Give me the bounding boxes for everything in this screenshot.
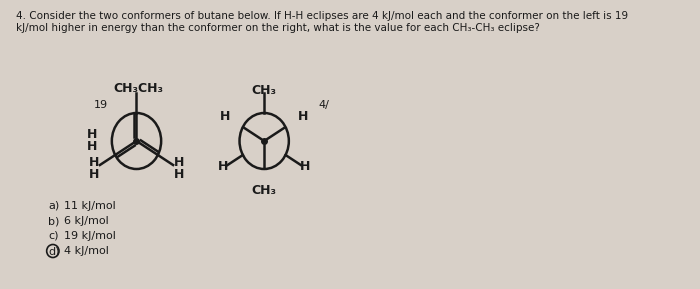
Text: H: H (89, 155, 99, 168)
Text: H: H (174, 168, 184, 181)
Text: H: H (220, 110, 230, 123)
Text: c): c) (48, 231, 59, 241)
Text: CH₃: CH₃ (252, 184, 276, 197)
Text: kJ/mol higher in energy than the conformer on the right, what is the value for e: kJ/mol higher in energy than the conform… (16, 23, 540, 33)
Text: a): a) (48, 201, 60, 211)
Text: b): b) (48, 216, 60, 226)
Text: 6 kJ/mol: 6 kJ/mol (64, 216, 109, 226)
Text: H: H (300, 160, 310, 173)
Text: d): d) (48, 246, 60, 256)
Text: H: H (89, 168, 99, 181)
Text: H: H (88, 140, 98, 153)
Text: CH₃CH₃: CH₃CH₃ (113, 82, 163, 95)
Text: 19 kJ/mol: 19 kJ/mol (64, 231, 116, 241)
Text: 4. Consider the two conformers of butane below. If H-H eclipses are 4 kJ/mol eac: 4. Consider the two conformers of butane… (16, 11, 628, 21)
Text: H: H (174, 155, 184, 168)
Text: 4 kJ/mol: 4 kJ/mol (64, 246, 109, 256)
Text: H: H (88, 127, 98, 140)
Text: H: H (218, 160, 229, 173)
Text: 19: 19 (94, 100, 108, 110)
Text: H: H (298, 110, 309, 123)
Text: CH₃: CH₃ (252, 84, 276, 97)
Text: 4/: 4/ (318, 100, 330, 110)
Text: 11 kJ/mol: 11 kJ/mol (64, 201, 116, 211)
